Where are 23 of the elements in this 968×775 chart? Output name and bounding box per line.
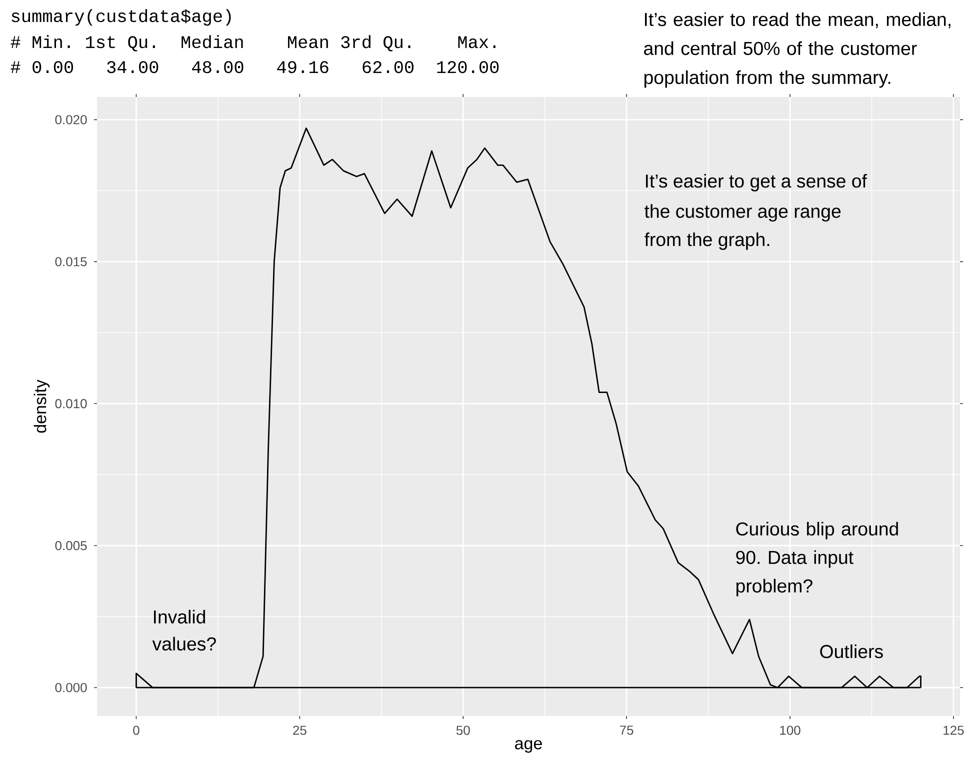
annotation: from the graph. — [644, 232, 770, 250]
annotation: It’s easier to get a sense of — [646, 174, 867, 192]
x-tick-label: 50 — [456, 726, 470, 735]
y-tick-label: 0.000 — [55, 682, 87, 692]
text: summary(custdata$age) — [12, 9, 231, 26]
x-tick-label: 100 — [780, 726, 800, 735]
x-tick-label: 25 — [293, 726, 306, 735]
y-axis-title: density — [34, 380, 50, 433]
y-tick-label: 0.005 — [55, 541, 87, 550]
x-tick-label: 125 — [944, 726, 964, 735]
y-tick-label: 0.015 — [55, 257, 87, 266]
annotation: Invalid values? — [152, 610, 216, 651]
annotation: the customer age range — [644, 204, 841, 222]
annotation: Curious blip around 90. Data input problem? — [736, 522, 898, 596]
annotation: Outliers — [820, 644, 883, 658]
x-tick-label: 75 — [620, 726, 634, 735]
x-axis-title: age — [515, 740, 542, 753]
text: # 0.00 34.00 48.00 49.16 62.00 120.00 — [10, 61, 499, 74]
y-tick-label: 0.020 — [55, 115, 87, 124]
y-tick-label: 0.010 — [55, 399, 87, 408]
text: # Min. 1st Qu. Median Mean 3rd Qu. Max. — [10, 35, 496, 52]
text: It’s easier to read the mean, median, and central 50% of the customer population from the summary. — [644, 12, 950, 88]
x-tick-label: 0 — [133, 726, 140, 735]
